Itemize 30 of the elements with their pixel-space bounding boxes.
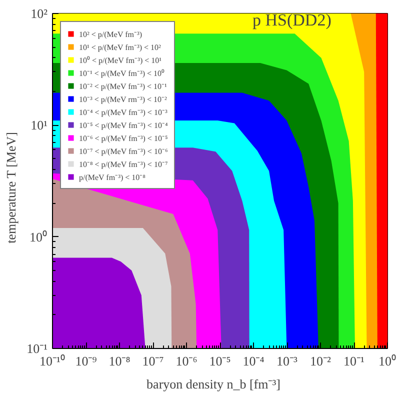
x-tick-label: 10⁻⁸ <box>108 354 131 368</box>
x-tick-label: 10⁻⁵ <box>209 354 231 368</box>
x-axis-title: baryon density n_b [fm⁻³] <box>146 376 280 392</box>
legend-label: 10⁻¹ < p/(MeV fm⁻³) < 10⁰ <box>79 68 165 78</box>
y-tick-label: 10² <box>30 6 48 21</box>
x-tick-label: 10⁻² <box>310 354 332 368</box>
x-tick-label: 10⁻⁹ <box>75 354 98 368</box>
x-tick-label: 10⁻¹⁰ <box>40 354 66 368</box>
x-tick-label: 10⁻³ <box>276 354 298 368</box>
x-tick-label: 10⁻¹ <box>344 354 365 368</box>
legend-label: p/(MeV fm⁻³) < 10⁻⁸ <box>79 172 146 182</box>
y-tick-label: 10⁰ <box>30 229 48 244</box>
legend-label: 10⁻⁶ < p/(MeV fm⁻³) < 10⁻⁵ <box>79 133 168 143</box>
legend-label: 10⁰ < p/(MeV fm⁻³) < 10¹ <box>79 55 162 65</box>
legend-label: 10⁻⁷ < p/(MeV fm⁻³) < 10⁻⁶ <box>79 146 168 156</box>
x-tick-label: 10⁻⁴ <box>242 354 265 368</box>
legend-label: 10² < p/(MeV fm⁻³) <box>79 29 142 39</box>
x-tick-label: 10⁻⁶ <box>176 354 198 368</box>
legend-label: 10⁻⁸ < p/(MeV fm⁻³) < 10⁻⁷ <box>79 159 168 169</box>
x-tick-label: 10⁰ <box>378 354 396 368</box>
legend-label: 10⁻⁴ < p/(MeV fm⁻³) < 10⁻³ <box>79 107 168 117</box>
y-tick-label: 10⁻¹ <box>26 341 48 356</box>
legend-label: 10⁻³ < p/(MeV rm⁻³) < 10⁻² <box>79 94 167 104</box>
legend-label: 10⁻² < p/(MeV fm⁻³) < 10⁻¹ <box>79 81 167 91</box>
annotation: p HS(DD2) <box>252 10 332 30</box>
legend-label: 10⁻⁵ < p/(MeV fm⁻³) < 10⁻⁴ <box>79 120 168 130</box>
x-tick-label: 10⁻⁷ <box>142 354 164 368</box>
y-tick-label: 10¹ <box>30 118 48 133</box>
legend-label: 10¹ < p/(MeV fm⁻³) < 10² <box>79 42 161 52</box>
y-axis-title: temperature T [MeV] <box>4 132 19 244</box>
